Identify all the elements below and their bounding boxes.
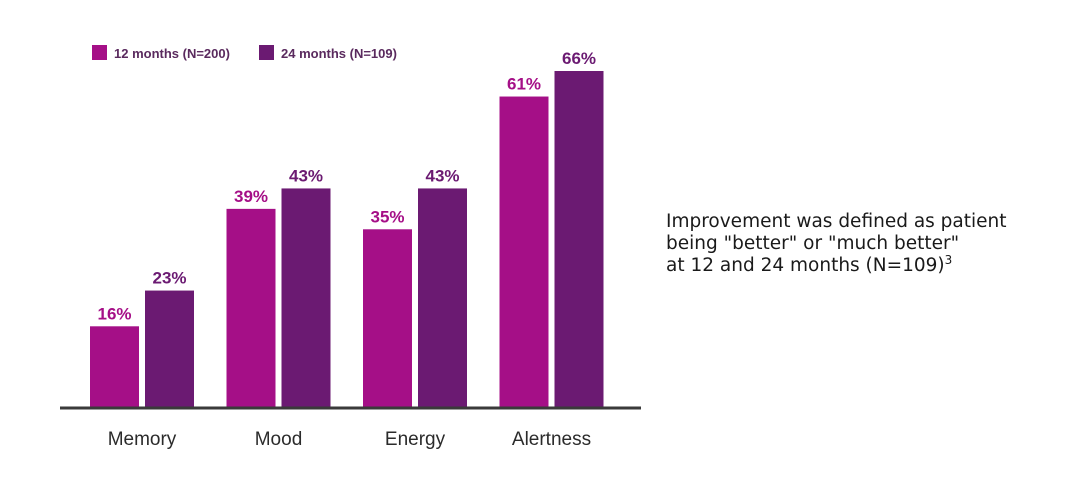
legend-swatch-12-months — [92, 45, 107, 60]
improvement-note: Improvement was defined as patient being… — [666, 211, 1066, 277]
bars-group — [90, 71, 604, 408]
data-labels-group: 16% 23% 39% 43% 35% 43% 61% 66% — [97, 49, 596, 323]
data-label-mood-12-months: 39% — [234, 187, 268, 206]
bar-energy-24-months — [418, 188, 467, 408]
data-label-memory-24-months: 23% — [152, 269, 186, 288]
data-label-alertness-24-months: 66% — [562, 49, 596, 68]
bar-alertness-24-months — [554, 71, 604, 408]
bar-memory-24-months — [145, 290, 194, 408]
data-label-alertness-12-months: 61% — [507, 75, 541, 94]
bar-memory-12-months — [90, 326, 139, 408]
category-label-alertness: Alertness — [512, 429, 591, 450]
note-line-2: being "better" or "much better" — [666, 233, 960, 254]
note-superscript: 3 — [944, 252, 953, 267]
note-line-3-text: at 12 and 24 months (N=109) — [666, 255, 945, 276]
category-label-mood: Mood — [255, 429, 303, 450]
data-label-energy-12-months: 35% — [370, 207, 404, 226]
bar-chart: 12 months (N=200) 24 months (N=109) 16% 2… — [60, 45, 641, 450]
chart-legend: 12 months (N=200) 24 months (N=109) — [92, 45, 397, 61]
bar-mood-12-months — [226, 208, 276, 408]
bar-mood-24-months — [281, 188, 331, 408]
data-label-mood-24-months: 43% — [289, 166, 323, 185]
note-line-3: at 12 and 24 months (N=109)3 — [666, 252, 1066, 277]
category-labels-group: Memory Mood Energy Alertness — [108, 429, 591, 450]
legend-label-24-months: 24 months (N=109) — [281, 46, 397, 61]
bar-alertness-12-months — [499, 96, 549, 408]
bar-energy-12-months — [363, 229, 412, 408]
note-line-1: Improvement was defined as patient — [666, 211, 1007, 232]
legend-label-12-months: 12 months (N=200) — [114, 46, 230, 61]
category-label-memory: Memory — [108, 429, 177, 450]
category-label-energy: Energy — [385, 429, 446, 450]
data-label-energy-24-months: 43% — [425, 166, 459, 185]
data-label-memory-12-months: 16% — [97, 304, 131, 323]
legend-swatch-24-months — [259, 45, 274, 60]
